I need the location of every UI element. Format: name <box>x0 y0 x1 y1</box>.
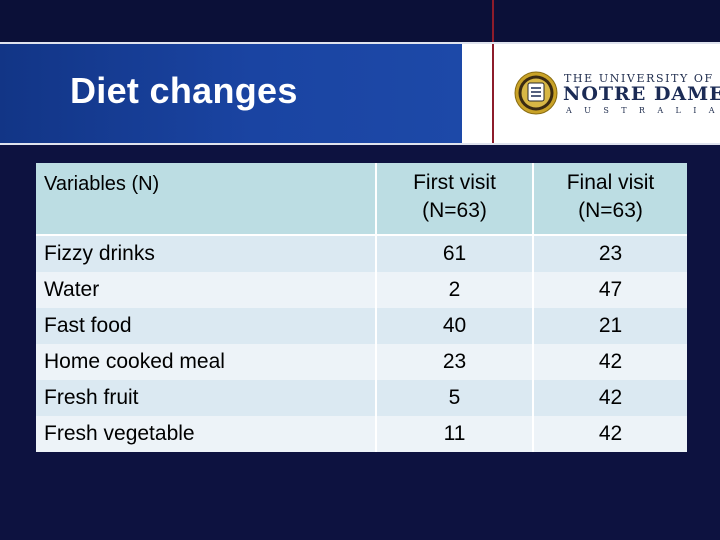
table-row: Fast food 40 21 <box>36 308 687 344</box>
table-row: Fizzy drinks 61 23 <box>36 235 687 272</box>
header-first-visit: First visit (N=63) <box>375 163 533 236</box>
row-final-visit-value: 21 <box>532 308 687 344</box>
divider <box>0 42 720 44</box>
row-first-visit-value: 11 <box>375 416 533 452</box>
table-header-row: Variables (N) First visit (N=63) Final v… <box>36 163 687 236</box>
table-row: Fresh fruit 5 42 <box>36 380 687 416</box>
logo-text-australia: AUSTRALIA <box>566 106 720 115</box>
row-label: Fresh fruit <box>36 380 376 416</box>
row-label: Fresh vegetable <box>36 416 376 452</box>
row-first-visit-value: 40 <box>375 308 533 344</box>
header-first-visit-label: First visit <box>413 171 496 194</box>
accent-line <box>492 44 494 143</box>
logo-panel <box>462 44 720 143</box>
row-first-visit-value: 61 <box>375 235 533 272</box>
logo-text-notre-dame: NOTRE DAME <box>563 83 720 105</box>
row-label: Fizzy drinks <box>36 235 376 272</box>
top-band <box>0 0 720 42</box>
university-seal-icon <box>514 71 558 115</box>
accent-line <box>492 0 494 42</box>
row-final-visit-value: 23 <box>532 235 687 272</box>
logo-text-university-of: THE UNIVERSITY OF <box>564 72 714 85</box>
slide-title: Diet changes <box>70 70 298 111</box>
diet-changes-table: Variables (N) First visit (N=63) Final v… <box>36 163 687 452</box>
row-first-visit-value: 5 <box>375 380 533 416</box>
header-final-visit: Final visit (N=63) <box>532 163 687 236</box>
row-final-visit-value: 42 <box>532 416 687 452</box>
header-final-visit-label: Final visit <box>566 171 655 194</box>
header-first-visit-n: (N=63) <box>422 199 487 222</box>
table-row: Home cooked meal 23 42 <box>36 344 687 380</box>
row-first-visit-value: 23 <box>375 344 533 380</box>
row-label: Fast food <box>36 308 376 344</box>
header-final-visit-n: (N=63) <box>578 199 643 222</box>
title-panel <box>0 44 462 143</box>
table-row: Water 2 47 <box>36 272 687 308</box>
row-label: Water <box>36 272 376 308</box>
header-variables-label: Variables (N) <box>44 173 160 195</box>
table-row: Fresh vegetable 11 42 <box>36 416 687 452</box>
row-final-visit-value: 47 <box>532 272 687 308</box>
row-label: Home cooked meal <box>36 344 376 380</box>
row-final-visit-value: 42 <box>532 344 687 380</box>
divider <box>0 143 720 145</box>
header-variables: Variables (N) <box>36 163 376 236</box>
row-first-visit-value: 2 <box>375 272 533 308</box>
row-final-visit-value: 42 <box>532 380 687 416</box>
